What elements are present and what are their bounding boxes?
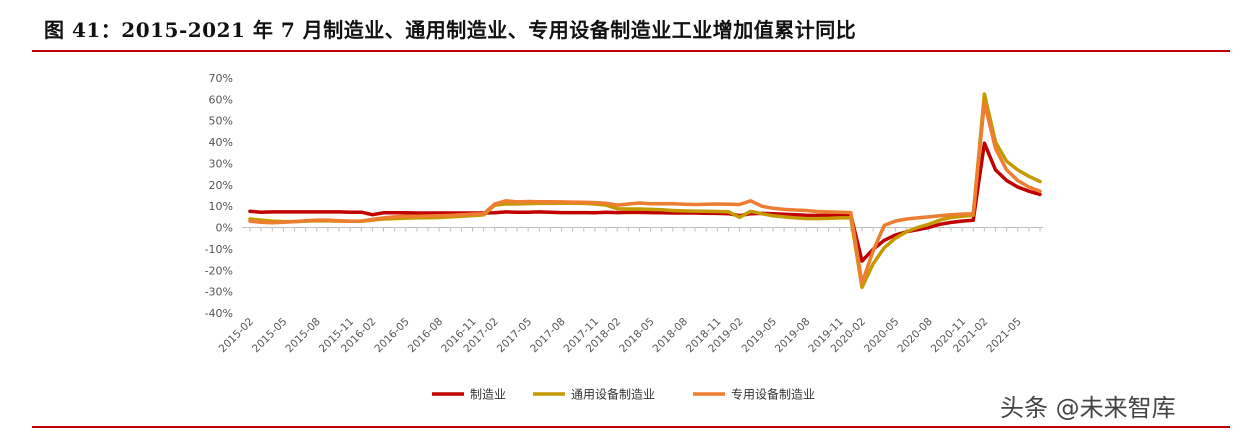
y-tick-label: 70% <box>209 72 233 85</box>
x-tick-label: 2015-08 <box>283 316 323 356</box>
y-axis-ticks: 70% 60% 50% 40% 30% 20% 10% 0% -10% -20% -30% -40% <box>205 72 233 320</box>
x-tick-label: 2015-02 <box>217 316 257 356</box>
y-tick-label: -10% <box>205 243 233 256</box>
chart-title: 图 41：2015-2021 年 7 月制造业、通用制造业、专用设备制造业工业增… <box>44 18 857 42</box>
legend-label: 通用设备制造业 <box>571 388 655 402</box>
y-tick-label: -40% <box>205 307 233 320</box>
title-divider <box>32 50 1230 52</box>
x-tick-label: 2021-05 <box>984 316 1024 356</box>
x-tick-label: 2019-05 <box>740 316 780 356</box>
y-tick-label: 40% <box>209 136 233 149</box>
x-tick-label: 2017-05 <box>495 316 535 356</box>
x-tick-label: 2018-08 <box>651 316 691 356</box>
x-tick-label: 2019-08 <box>773 316 813 356</box>
x-tick-label: 2017-08 <box>528 316 568 356</box>
legend-label: 专用设备制造业 <box>731 387 815 402</box>
watermark: 头条 @未来智库 <box>1000 394 1176 422</box>
x-tick-label: 2018-05 <box>617 316 657 356</box>
x-tick-label: 2020-05 <box>862 316 902 356</box>
y-tick-label: 30% <box>209 157 233 170</box>
y-tick-label: 60% <box>209 93 233 106</box>
x-tick-label: 2020-08 <box>895 316 935 356</box>
footer-divider <box>32 426 1230 428</box>
series-lines <box>248 92 1042 290</box>
legend-label: 制造业 <box>470 388 506 402</box>
x-tick-label: 2015-05 <box>250 316 290 356</box>
x-axis-ticks: 2015-022015-052015-082015-112016-022016-… <box>217 227 1041 356</box>
y-tick-label: -20% <box>205 264 233 277</box>
y-tick-label: 20% <box>209 179 233 192</box>
legend: 制造业 通用设备制造业 专用设备制造业 <box>432 387 815 402</box>
series-line-2 <box>248 92 1042 290</box>
y-tick-label: 10% <box>209 200 233 213</box>
x-tick-label: 2016-08 <box>406 316 446 356</box>
y-tick-label: 50% <box>209 115 233 128</box>
series-line-3 <box>248 100 1042 285</box>
y-tick-label: -30% <box>205 286 233 299</box>
x-tick-label: 2016-05 <box>372 316 412 356</box>
y-tick-label: 0% <box>216 222 233 235</box>
